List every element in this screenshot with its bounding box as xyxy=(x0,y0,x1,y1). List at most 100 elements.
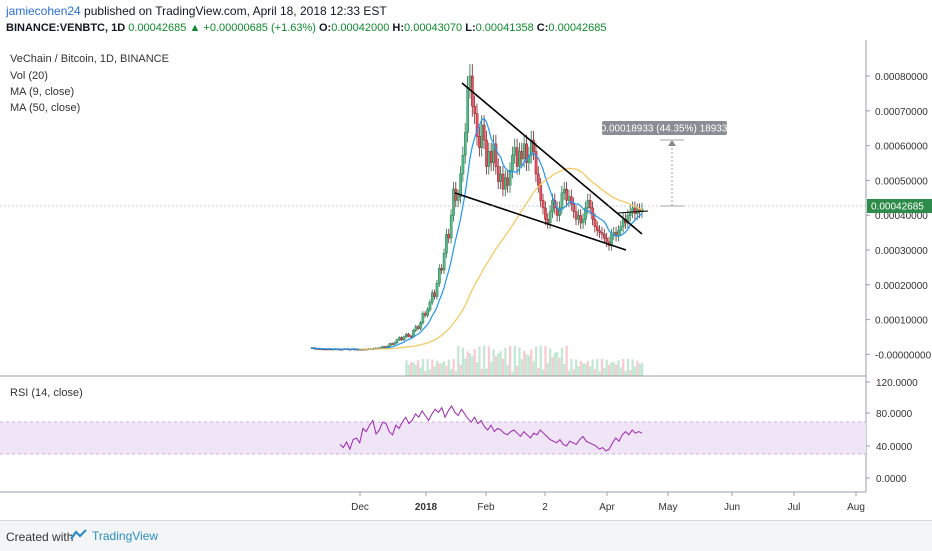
candle xyxy=(445,234,448,254)
candle xyxy=(398,337,401,341)
volume-bar xyxy=(624,370,627,376)
open-label: O: xyxy=(319,22,332,34)
volume-bar xyxy=(577,366,580,376)
volume-bar xyxy=(591,359,594,376)
legend-ma9[interactable]: MA (9, close) xyxy=(10,86,75,98)
volume-bar xyxy=(487,346,490,376)
candle xyxy=(433,292,436,297)
volume-bar xyxy=(492,349,495,376)
volume-bar xyxy=(433,366,436,376)
volume-bar xyxy=(570,358,573,376)
candle xyxy=(600,232,604,235)
candle xyxy=(565,188,568,201)
volume-bar xyxy=(457,345,460,376)
volume-bar xyxy=(478,346,481,376)
candle xyxy=(504,177,507,190)
candle xyxy=(452,188,455,216)
volume-bar xyxy=(490,361,493,376)
volume-bar xyxy=(560,348,564,376)
candle xyxy=(414,326,418,331)
volume-bar xyxy=(447,359,450,376)
candle xyxy=(473,105,477,114)
legend-rsi[interactable]: RSI (14, close) xyxy=(10,387,83,399)
volume-bar xyxy=(633,366,637,376)
volume-bar xyxy=(553,352,556,376)
volume-bar xyxy=(509,345,512,376)
candle xyxy=(468,75,472,88)
candle xyxy=(560,192,564,209)
volume-bar xyxy=(414,364,417,376)
candle xyxy=(400,337,403,341)
volume-bar xyxy=(480,368,483,376)
candle xyxy=(563,188,566,194)
legend-ma50[interactable]: MA (50, close) xyxy=(10,102,81,114)
price-tick-label: 0.00040000 xyxy=(875,211,928,222)
volume-bar xyxy=(421,359,424,376)
price-change: +0.00000685 (+1.63%) xyxy=(203,22,316,34)
rsi-tick-label: 40.0000 xyxy=(876,442,913,453)
candle xyxy=(440,268,444,271)
volume-bar xyxy=(598,371,601,376)
candle xyxy=(459,173,462,197)
volume-bar xyxy=(593,369,597,376)
low-value: 0.00041358 xyxy=(475,22,534,34)
candle xyxy=(431,292,434,303)
chart-canvas[interactable]: 0.00080000 0.00070000 0.00060000 0.00050000… xyxy=(0,0,932,520)
candle xyxy=(520,151,524,160)
volume-bar xyxy=(445,365,448,376)
volume-bar xyxy=(567,370,571,376)
candle xyxy=(405,333,408,338)
volume-bar xyxy=(605,360,608,376)
volume-bar xyxy=(523,350,526,376)
volume-bar xyxy=(617,360,620,376)
open-value: 0.00042000 xyxy=(331,22,390,34)
volume-bar xyxy=(596,358,599,376)
candle xyxy=(449,215,453,239)
candle xyxy=(480,124,484,148)
volume-bar xyxy=(435,360,439,376)
candle xyxy=(534,151,538,175)
price-tick-label: 0.00060000 xyxy=(875,142,928,153)
candle xyxy=(525,143,528,163)
candle xyxy=(388,343,392,347)
candle xyxy=(619,226,623,231)
volume-bar xyxy=(419,367,422,376)
volume-bar xyxy=(476,362,479,376)
volume-bar xyxy=(412,362,415,376)
volume-bar xyxy=(410,362,413,376)
published-text: published on TradingView.com, April 18, … xyxy=(80,4,387,18)
tradingview-brand[interactable]: TradingView xyxy=(92,529,159,543)
time-tick-label: Feb xyxy=(477,502,495,513)
price-tick-label: 0.00080000 xyxy=(875,72,928,83)
tradingview-logo-icon xyxy=(70,529,87,540)
volume-bar xyxy=(426,358,429,376)
volume-bar xyxy=(452,358,455,376)
author-link[interactable]: jamiecohen24 xyxy=(6,4,81,18)
volume-group xyxy=(405,345,644,376)
price-tick-label: -0.00000000 xyxy=(875,350,932,361)
created-with-text: Created with xyxy=(6,530,74,544)
candle xyxy=(515,147,519,167)
time-tick-label: Aug xyxy=(847,502,865,513)
volume-bar xyxy=(440,363,443,376)
volume-bar xyxy=(619,367,622,376)
candle xyxy=(501,173,505,190)
legend-volume[interactable]: Vol (20) xyxy=(10,70,48,82)
volume-bar xyxy=(499,351,502,376)
candle xyxy=(586,200,590,209)
candle xyxy=(598,230,601,233)
time-tick-label: Jun xyxy=(724,502,740,513)
publish-line: jamiecohen24 published on TradingView.co… xyxy=(6,4,387,18)
last-price-badge-label: 0.00042685 xyxy=(871,202,924,213)
volume-bar xyxy=(450,368,453,376)
volume-bar xyxy=(513,345,516,376)
volume-bar xyxy=(471,356,474,376)
candle xyxy=(478,136,481,148)
candle xyxy=(593,219,597,227)
price-tick-label: 0.00070000 xyxy=(875,107,928,118)
candle xyxy=(499,173,502,182)
candle xyxy=(442,252,446,271)
time-tick-label: Apr xyxy=(599,502,615,513)
measure-arrow-icon xyxy=(668,140,676,146)
volume-bar xyxy=(424,370,427,376)
